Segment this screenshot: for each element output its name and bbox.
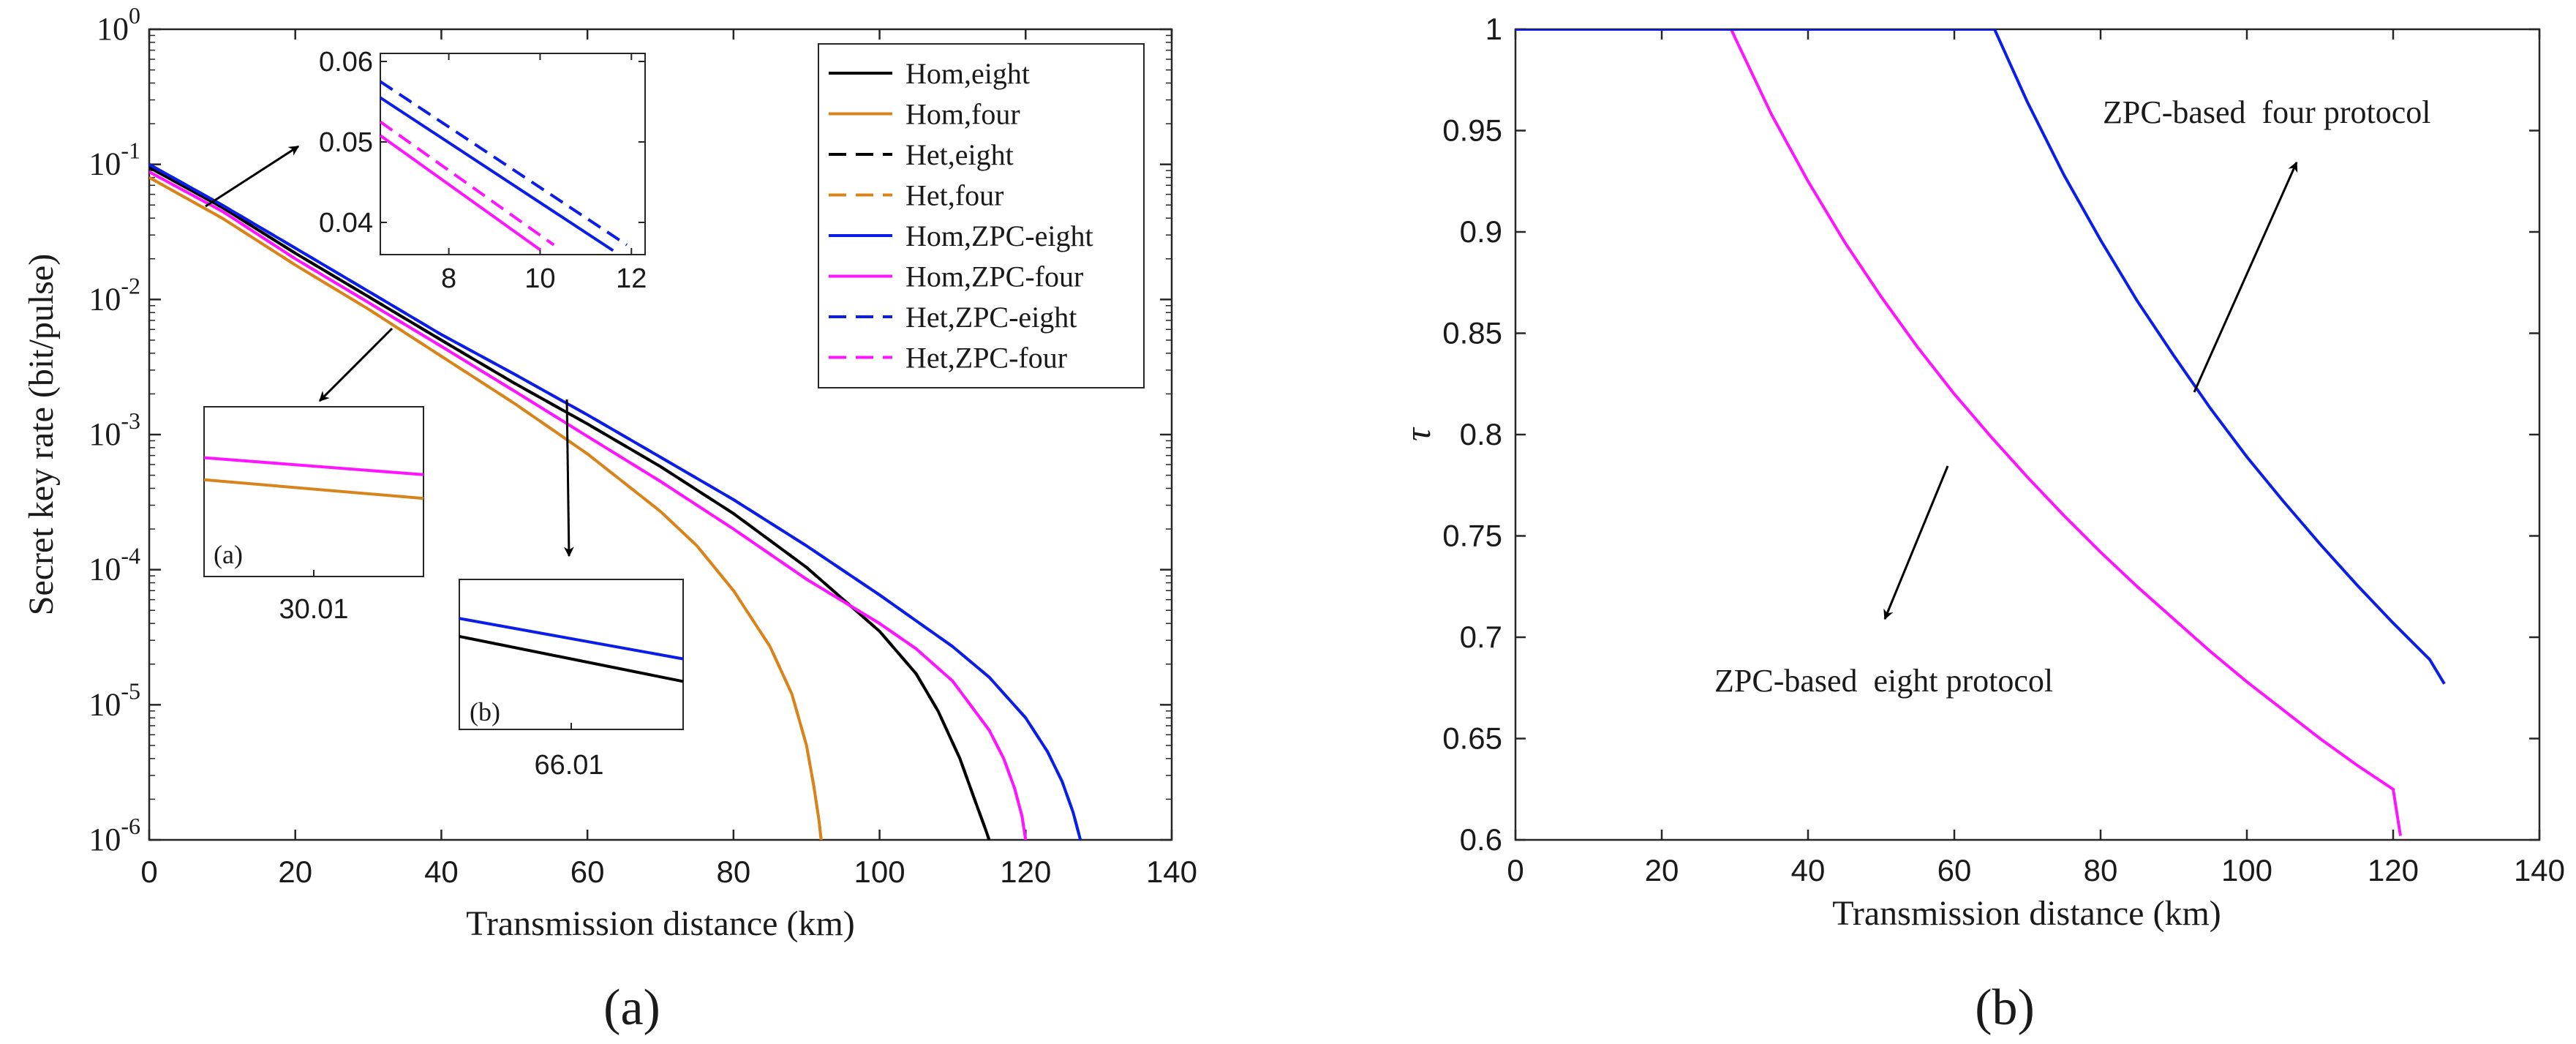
inset-b-frame <box>459 579 684 730</box>
inset-top-ticks: 8 10 12 0.04 0.05 0.06 <box>319 47 647 294</box>
inset-b-series <box>459 617 684 729</box>
panel-a: 0 20 40 60 80 100 120 140 100 10-1 10-2 10-3 10-4 10-… <box>22 2 1197 1036</box>
a-ticks: 0 20 40 60 80 100 120 140 100 10-1 10-2 10-3 10-4 10-… <box>88 2 1197 889</box>
a-xtick-label: 40 <box>424 855 459 889</box>
arrow-four-protocol <box>2193 161 2298 393</box>
a-ytick-label: 10-4 <box>88 543 140 587</box>
inset-a-xtick: 30.01 <box>279 594 348 625</box>
legend-label: Het,ZPC-four <box>905 342 1067 375</box>
series-line-het-eight <box>149 166 991 840</box>
a-ytick-label: 100 <box>97 2 140 47</box>
legend-label: Het,four <box>905 179 1003 212</box>
series-line-het-four <box>149 176 823 840</box>
inset-b-series-line <box>459 617 684 661</box>
plot-area-b <box>1514 28 2541 841</box>
a-ytick-label: 10-1 <box>88 138 140 182</box>
b-series <box>1515 29 2446 836</box>
a-xlabel: Transmission distance (km) <box>466 904 855 943</box>
arrow-eight-protocol <box>1883 465 1949 620</box>
inset-a-label: (a) <box>214 540 243 569</box>
a-ytick-label: 10-3 <box>88 408 140 452</box>
arrow-to-inset-a <box>318 327 393 402</box>
b-series-line <box>1515 29 2402 836</box>
annotation-four-protocol: ZPC-based four protocol <box>2103 94 2430 130</box>
a-xtick-label: 120 <box>1000 855 1051 889</box>
inset-top-ytick-label: 0.05 <box>319 127 373 158</box>
legend-label: Hom,four <box>905 98 1020 131</box>
a-legend: Hom,eight Hom,four Het,eight Het,four Hom,ZP… <box>818 43 1145 388</box>
b-xtick-label: 120 <box>2368 853 2419 887</box>
b-xtick-label: 40 <box>1791 853 1826 887</box>
inset-a-series <box>203 456 424 577</box>
a-ytick-label: 10-6 <box>88 813 140 857</box>
legend-items: Hom,eight Hom,four Het,eight Het,four Hom,ZP… <box>829 57 1093 375</box>
a-xtick-label: 100 <box>854 855 905 889</box>
inset-b: (b) 66.01 <box>459 579 684 781</box>
a-caption: (a) <box>603 980 660 1036</box>
b-ytick-label: 0.85 <box>1442 316 1502 350</box>
b-ytick-label: 0.75 <box>1442 519 1502 553</box>
inset-top-xtick-label: 8 <box>441 263 456 294</box>
b-xtick-label: 60 <box>1937 853 1972 887</box>
inset-top-frame <box>380 53 646 255</box>
series-line-het-zpc-four <box>149 170 1028 840</box>
inset-top-series <box>379 80 628 252</box>
a-xtick-label: 0 <box>140 855 157 889</box>
b-xtick-label: 20 <box>1645 853 1679 887</box>
panel-b: 0 20 40 60 80 100 120 140 0.6 0.65 0.7 0.75 0.8 0.85 0… <box>1397 12 2565 1036</box>
b-ytick-label: 1 <box>1485 12 1502 46</box>
series-line-het-zpc-eight <box>149 162 1082 840</box>
b-ytick-label: 0.65 <box>1442 721 1502 756</box>
b-xlabel: Transmission distance (km) <box>1832 894 2221 933</box>
arrow-to-inset-top <box>205 145 300 208</box>
inset-b-xtick: 66.01 <box>534 750 603 781</box>
inset-a-series-line <box>203 478 424 500</box>
b-ytick-label: 0.8 <box>1460 417 1502 451</box>
legend-label: Hom,ZPC-eight <box>905 219 1093 252</box>
b-ytick-label: 0.9 <box>1460 214 1502 249</box>
legend-label: Het,eight <box>905 138 1014 171</box>
inset-top-line <box>379 80 628 247</box>
legend-box <box>818 43 1145 388</box>
inset-top-line <box>379 96 614 252</box>
legend-label: Hom,ZPC-four <box>905 260 1083 293</box>
a-xtick-label: 60 <box>570 855 605 889</box>
inset-a-series-line <box>203 456 424 476</box>
inset-top: 8 10 12 0.04 0.05 0.06 <box>319 47 647 294</box>
inset-b-series-line <box>459 634 684 683</box>
b-ytick-label: 0.7 <box>1460 620 1502 654</box>
a-xtick-label: 20 <box>278 855 312 889</box>
legend-label: Hom,eight <box>905 57 1030 90</box>
b-xtick-label: 140 <box>2514 853 2565 887</box>
legend-label: Het,ZPC-eight <box>905 301 1077 334</box>
b-xtick-label: 80 <box>2084 853 2118 887</box>
arrow-to-inset-b <box>563 399 574 557</box>
inset-top-xtick-label: 10 <box>524 263 555 294</box>
a-ylabel: Secret key rate (bit/pulse) <box>22 254 61 615</box>
a-ytick-label: 10-2 <box>88 272 140 317</box>
b-caption: (b) <box>1975 980 2035 1036</box>
inset-a-frame <box>203 406 424 577</box>
b-xtick-label: 0 <box>1507 853 1524 887</box>
a-ytick-label: 10-5 <box>88 677 140 722</box>
inset-top-ytick-label: 0.06 <box>319 47 373 78</box>
b-ticks: 0 20 40 60 80 100 120 140 0.6 0.65 0.7 0.75 0.8 0.85 0… <box>1442 12 2565 887</box>
inset-top-ytick-label: 0.04 <box>319 208 373 239</box>
inset-top-line <box>379 134 541 252</box>
b-ytick-label: 0.95 <box>1442 113 1502 148</box>
inset-top-xtick-label: 12 <box>616 263 647 294</box>
inset-top-line <box>379 120 555 247</box>
inset-a: (a) 30.01 <box>203 406 424 625</box>
a-xtick-label: 80 <box>716 855 750 889</box>
b-series-line <box>1515 29 2446 685</box>
inset-b-label: (b) <box>470 697 500 726</box>
a-xtick-label: 140 <box>1146 855 1197 889</box>
b-ytick-label: 0.6 <box>1460 822 1502 857</box>
b-ylabel: τ <box>1397 427 1438 441</box>
a-series <box>149 162 1082 840</box>
b-xtick-label: 100 <box>2221 853 2272 887</box>
annotation-eight-protocol: ZPC-based eight protocol <box>1714 663 2053 699</box>
